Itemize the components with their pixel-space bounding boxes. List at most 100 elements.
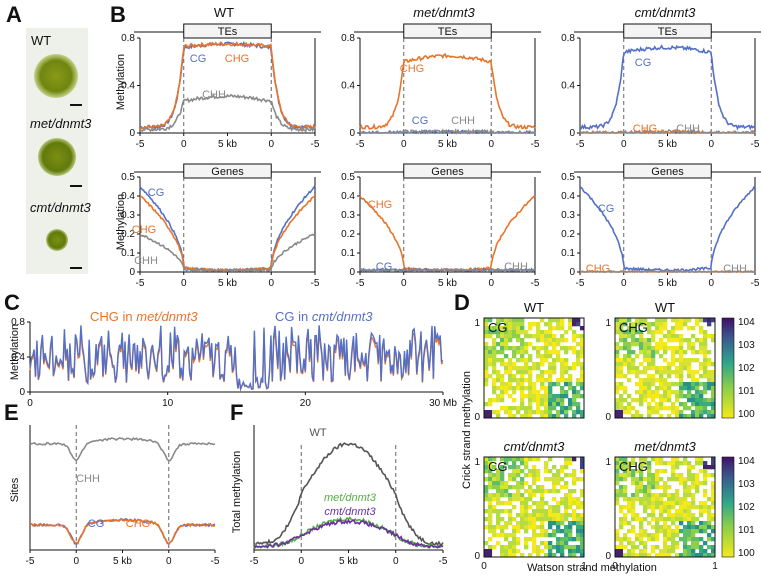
heatmap-cell — [619, 338, 624, 343]
heatmap-cell — [651, 501, 656, 506]
y-tick-label: 0.1 — [121, 248, 135, 259]
heatmap-cell — [687, 386, 692, 391]
heatmap-cell — [675, 390, 680, 395]
heatmap-cell — [536, 338, 541, 343]
heatmap-cell — [576, 521, 581, 526]
heatmap-cell — [687, 374, 692, 379]
heatmap-cell — [532, 525, 537, 530]
heatmap-cell — [528, 326, 533, 331]
heatmap-cell — [560, 370, 565, 375]
heatmap-cell — [623, 390, 628, 395]
heatmap-cell — [663, 545, 668, 550]
heatmap-cell — [568, 521, 573, 526]
heatmap-cell — [484, 541, 489, 546]
heatmap-cell — [568, 457, 573, 462]
x-tick-label: 5 kb — [438, 278, 457, 289]
heatmap-cell — [691, 529, 696, 534]
plant-cmt-image — [46, 229, 68, 251]
heatmap-cell — [635, 497, 640, 502]
panel-label-c: C — [4, 290, 20, 315]
heatmap-cell — [580, 525, 585, 530]
heatmap-cell — [663, 406, 668, 411]
heatmap-cell — [568, 346, 573, 351]
x-tick-label: -5 — [751, 278, 760, 289]
heatmap-cell — [552, 362, 557, 367]
heatmap-cell — [695, 386, 700, 391]
heatmap-cell — [512, 533, 517, 538]
heatmap-cell — [572, 517, 577, 522]
heatmap-cell — [687, 485, 692, 490]
heatmap-y-axis-label: Crick strand methylation — [461, 371, 473, 489]
heatmap-cell — [651, 358, 656, 363]
heatmap-cell — [500, 469, 505, 474]
heatmap-cell — [580, 457, 585, 462]
heatmap-cell — [703, 370, 708, 375]
feature-box-label: Genes — [211, 166, 244, 178]
heatmap-cell — [492, 481, 497, 486]
heatmap-cell — [679, 529, 684, 534]
series-line-chh — [359, 128, 536, 135]
heatmap-cell — [512, 457, 517, 462]
series-line-cg — [139, 185, 316, 273]
heatmap-cell — [552, 473, 557, 478]
heatmap-cell — [492, 525, 497, 530]
heatmap-cell — [568, 549, 573, 554]
heatmap-cell — [639, 461, 644, 466]
heatmap-cell — [560, 362, 565, 367]
heatmap-cell — [524, 529, 529, 534]
heatmap-cell — [540, 318, 545, 323]
heatmap-cell — [683, 461, 688, 466]
heatmap-cell — [703, 549, 708, 554]
heatmap-cell — [524, 521, 529, 526]
heatmap-cell — [683, 553, 688, 558]
heatmap-cell — [496, 334, 501, 339]
heatmap-cell — [675, 410, 680, 415]
heatmap-context-label: CG — [488, 320, 508, 335]
heatmap-cell — [512, 525, 517, 530]
heatmap-cell — [540, 497, 545, 502]
heatmap-cell — [572, 545, 577, 550]
heatmap-cell — [647, 358, 652, 363]
heatmap-cell — [540, 513, 545, 518]
x-tick-label: 0 — [488, 278, 494, 289]
heatmap-cell — [655, 326, 660, 331]
legend-chg: CHG in met/dnmt3 — [90, 309, 198, 324]
heatmap-cell — [655, 485, 660, 490]
heatmap-cell — [711, 378, 716, 383]
heatmap-cell — [540, 505, 545, 510]
heatmap-cell — [540, 362, 545, 367]
heatmap-cell — [576, 402, 581, 407]
heatmap-cell — [496, 410, 501, 415]
legend-chg-text: CHG in — [90, 309, 136, 324]
heatmap-cell — [516, 370, 521, 375]
heatmap-cell — [500, 390, 505, 395]
heatmap-cell — [576, 549, 581, 554]
heatmap-cell — [699, 521, 704, 526]
heatmap-cell — [663, 509, 668, 514]
heatmap-cell — [663, 529, 668, 534]
heatmap-cell — [524, 406, 529, 411]
heatmap-cell — [627, 553, 632, 558]
heatmap-cell — [655, 330, 660, 335]
heatmap-cell — [520, 342, 525, 347]
heatmap-cell — [544, 358, 549, 363]
series-label-cg: CG — [412, 115, 429, 127]
series-label-cg: CG — [635, 57, 652, 69]
heatmap-cell — [651, 513, 656, 518]
heatmap-cell — [488, 509, 493, 514]
heatmap-cell — [647, 489, 652, 494]
heatmap-cell — [639, 370, 644, 375]
heatmap-cell — [687, 394, 692, 399]
heatmap-cell — [520, 370, 525, 375]
heatmap-cell — [711, 529, 716, 534]
heatmap-cell — [484, 330, 489, 335]
heatmap-cell — [548, 541, 553, 546]
x-tick-label: 5 kb — [218, 139, 237, 150]
heatmap-cell — [707, 378, 712, 383]
heatmap-cell — [647, 386, 652, 391]
heatmap-cell — [552, 533, 557, 538]
heatmap-cell — [655, 537, 660, 542]
heatmap-cell — [615, 358, 620, 363]
heatmap-cell — [671, 326, 676, 331]
